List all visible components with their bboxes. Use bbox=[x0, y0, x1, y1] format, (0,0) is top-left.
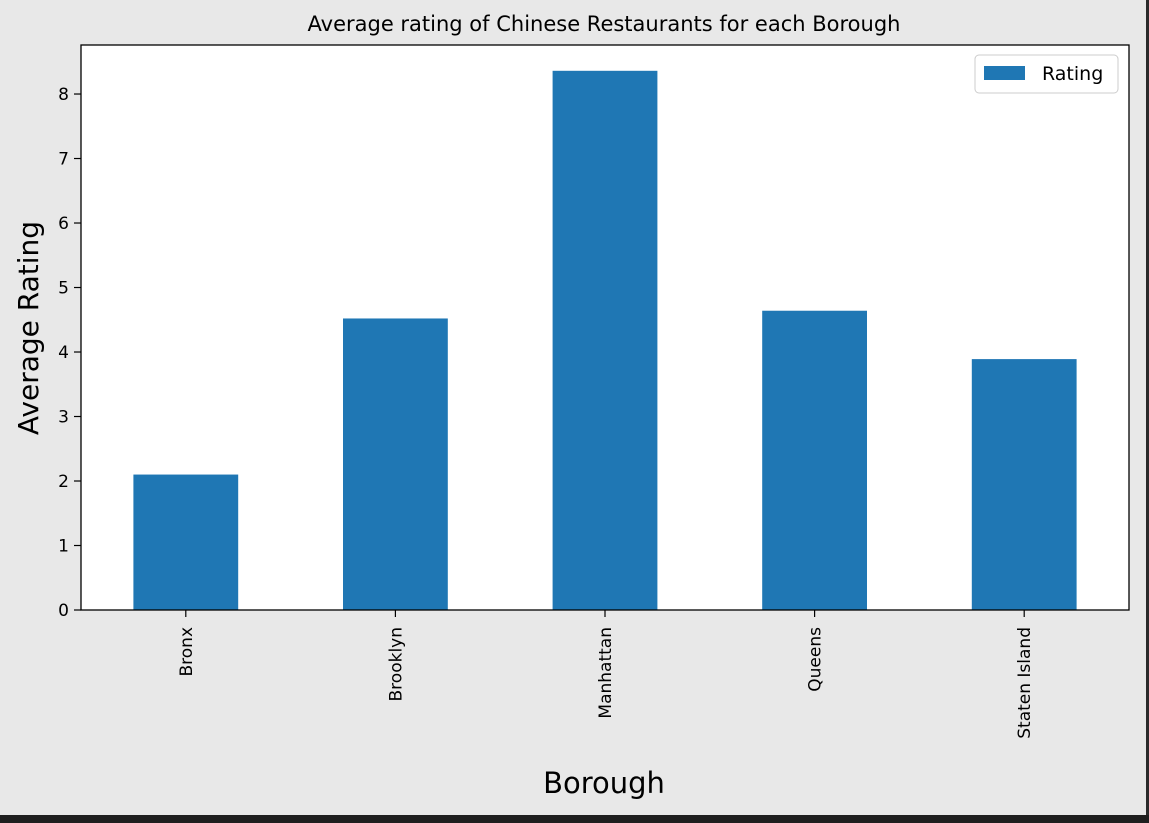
legend: Rating bbox=[974, 54, 1119, 94]
y-tick-label: 2 bbox=[58, 472, 69, 492]
x-tick-label: Queens bbox=[806, 627, 826, 692]
y-axis-label: Average Rating bbox=[12, 221, 45, 435]
plot-frame bbox=[80, 44, 1130, 611]
x-axis-ticks: Bronx Brooklyn Manhattan Queens Staten Islan… bbox=[177, 610, 1035, 739]
y-tick-label: 8 bbox=[58, 85, 69, 105]
right-border bbox=[1146, 0, 1149, 815]
bar-bronx bbox=[133, 474, 239, 610]
y-tick-label: 7 bbox=[58, 150, 69, 170]
y-tick-label: 1 bbox=[58, 537, 69, 557]
legend-box bbox=[974, 54, 1119, 94]
bottom-border bbox=[0, 815, 1149, 823]
legend-label-rating: Rating bbox=[1042, 63, 1103, 85]
x-tick-label: Brooklyn bbox=[386, 627, 406, 701]
bar-queens bbox=[762, 310, 867, 610]
y-tick-label: 0 bbox=[58, 601, 69, 621]
x-tick-label: Staten Island bbox=[1015, 627, 1035, 739]
legend-swatch bbox=[984, 66, 1025, 80]
bar-manhattan bbox=[552, 70, 658, 611]
y-tick-label: 3 bbox=[58, 408, 69, 428]
x-tick-label: Bronx bbox=[177, 627, 197, 677]
chart-title: Average rating of Chinese Restaurants fo… bbox=[308, 12, 901, 36]
x-axis-label: Borough bbox=[543, 766, 665, 800]
bar-staten-island bbox=[971, 359, 1077, 610]
y-axis-ticks: 0 1 2 3 4 5 6 7 8 bbox=[58, 85, 81, 621]
y-tick-label: 4 bbox=[58, 343, 69, 363]
y-tick-label: 6 bbox=[58, 214, 69, 234]
bars-group bbox=[133, 70, 1077, 611]
y-tick-label: 5 bbox=[58, 279, 69, 299]
bar-brooklyn bbox=[343, 318, 448, 610]
x-tick-label: Manhattan bbox=[596, 627, 616, 719]
